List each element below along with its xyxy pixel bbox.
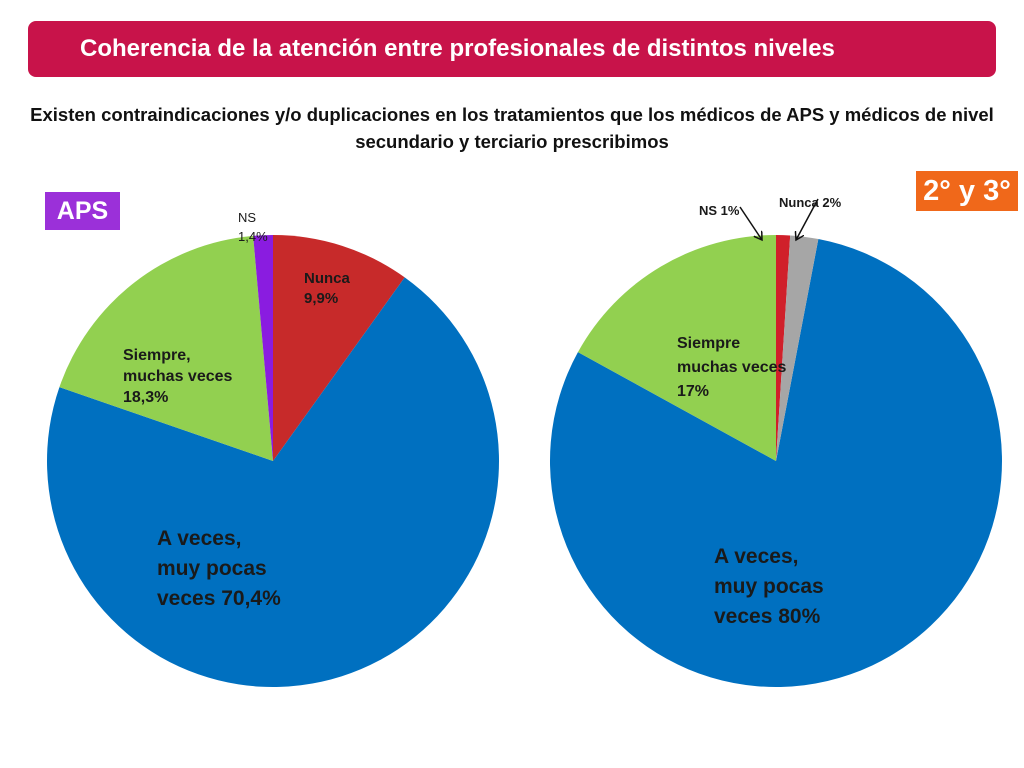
pie-1-label-ns: NS 1% [699, 203, 740, 218]
pie-1-slice-nunca [776, 235, 819, 461]
pie-0-slice-a-veces-muy-pocas-veces [47, 277, 500, 687]
pie-0-label-a-veces-muy-pocas-veces: A veces, muy pocas veces 70,4% [157, 527, 281, 610]
pie-1-label-siempre-muchas-veces: Siempre muchas veces 17% [677, 335, 787, 400]
pie-1-leader-arrow [739, 206, 762, 240]
pie-chart-1 [549, 235, 1002, 687]
pie-0-slice-siempre-muchas-veces [59, 235, 273, 461]
pie-1-slice-a-veces-muy-pocas-veces [549, 239, 1002, 687]
pie-chart-0 [47, 235, 500, 687]
aps-badge: APS [45, 192, 120, 230]
pie-0-label-nunca: Nunca 9,9% [304, 270, 351, 307]
pie-0-slice-ns [253, 235, 273, 461]
pie-1-slice-siempre-muchas-veces [577, 235, 776, 461]
chart-subtitle: Existen contraindicaciones y/o duplicaci… [30, 104, 994, 152]
pie-1-leader-arrow [796, 198, 819, 240]
pie-1-label-a-veces-muy-pocas-veces: A veces, muy pocas veces 80% [714, 545, 824, 628]
pie-0-slice-nunca [273, 235, 405, 461]
page-title: Coherencia de la atención entre profesio… [80, 35, 835, 62]
pie-0-label-ns: NS 1,4% [238, 210, 268, 244]
title-banner: Coherencia de la atención entre profesio… [28, 21, 996, 77]
pie-1-label-nunca: Nunca 2% [779, 195, 842, 210]
pie-0-label-siempre-muchas-veces: Siempre, muchas veces 18,3% [123, 347, 233, 406]
secondary-tertiary-badge: 2° y 3° [916, 171, 1018, 211]
pie-1-slice-ns [776, 235, 791, 461]
